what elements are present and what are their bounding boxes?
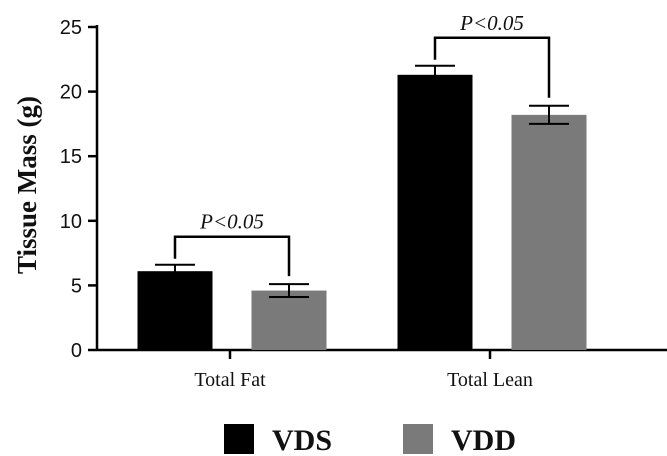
y-tick-label: 10 <box>60 211 82 233</box>
legend-label: VDS <box>272 424 332 456</box>
significance-label: P<0.05 <box>459 11 524 35</box>
x-tick-label: Total Fat <box>194 369 266 391</box>
y-tick-label: 0 <box>71 340 82 362</box>
significance-bracket <box>173 235 291 277</box>
bar <box>511 114 587 350</box>
legend-label: VDD <box>451 424 516 456</box>
legend: VDS VDD <box>224 424 516 456</box>
bars <box>137 64 587 350</box>
x-tick-label: Total Lean <box>447 369 533 391</box>
legend-swatch <box>224 424 254 454</box>
bar <box>137 271 213 350</box>
y-tick-label: 5 <box>71 275 82 297</box>
bar <box>397 74 473 350</box>
annotations: P<0.05 P<0.05 <box>173 11 551 277</box>
y-tick-label: 25 <box>60 17 82 39</box>
y-tick-label: 20 <box>60 82 82 104</box>
y-axis-label: Tissue Mass (g) <box>12 96 42 274</box>
y-tick-label: 15 <box>60 146 82 168</box>
significance-bracket <box>433 36 551 98</box>
legend-swatch <box>403 424 433 454</box>
significance-label: P<0.05 <box>199 210 264 234</box>
bar <box>251 290 327 350</box>
